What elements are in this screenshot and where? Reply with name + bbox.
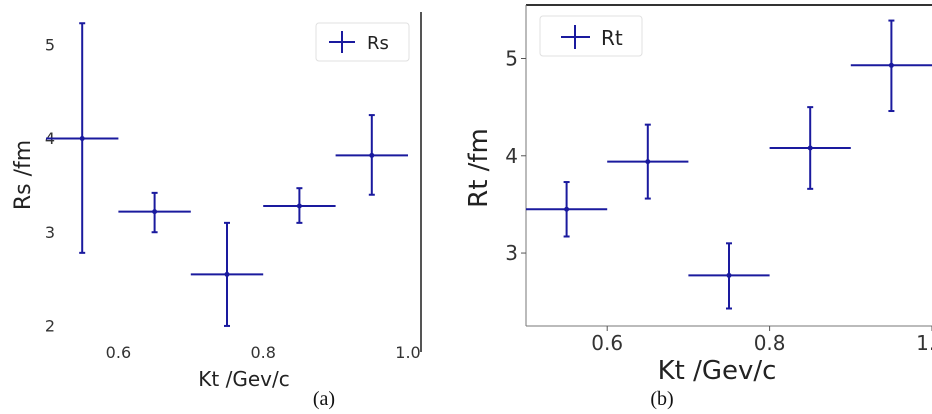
- data-point: [190, 221, 264, 327]
- y-tick-label: 2: [45, 317, 55, 336]
- x-ticks: 0.6 0.8 1.0: [591, 326, 932, 355]
- data-point: [688, 242, 770, 310]
- x-ticks: 0.6 0.8 1.0: [106, 343, 421, 362]
- y-tick-label: 3: [505, 241, 518, 265]
- x-tick-label: 1.0: [395, 343, 420, 362]
- y-tick-label: 4: [505, 144, 518, 168]
- y-tick-label: 3: [45, 223, 55, 242]
- caption-a: (a): [313, 388, 335, 410]
- data-marker: [888, 62, 894, 68]
- data-marker: [224, 271, 230, 277]
- legend-label: Rt: [601, 26, 623, 50]
- x-tick-label: 0.8: [754, 331, 786, 355]
- legend: Rs: [315, 22, 410, 62]
- caption-b: (b): [650, 388, 673, 410]
- data-points: [46, 22, 408, 327]
- x-axis-label: Kt /Gev/c: [198, 367, 289, 391]
- legend-box: [315, 22, 410, 62]
- y-axis-label: Rt /fm: [464, 128, 494, 208]
- data-point: [263, 187, 336, 224]
- data-marker: [79, 136, 85, 142]
- data-marker: [152, 209, 158, 215]
- y-ticks: 3 4 5: [505, 47, 526, 265]
- data-marker: [296, 203, 302, 209]
- data-point: [769, 106, 851, 190]
- data-point: [118, 191, 191, 234]
- data-point: [850, 19, 932, 113]
- data-point: [526, 181, 608, 238]
- data-marker: [645, 159, 651, 165]
- data-point: [607, 123, 689, 200]
- x-tick-label: 0.8: [250, 343, 275, 362]
- data-points: [526, 19, 932, 310]
- data-point: [46, 22, 119, 254]
- data-marker: [564, 206, 570, 212]
- data-marker: [726, 272, 732, 278]
- x-axis-label: Kt /Gev/c: [658, 356, 777, 386]
- data-point: [335, 114, 408, 196]
- data-marker: [807, 145, 813, 151]
- x-tick-label: 1.0: [916, 331, 932, 355]
- x-tick-label: 0.6: [591, 331, 623, 355]
- data-marker: [369, 152, 375, 158]
- x-tick-label: 0.6: [106, 343, 131, 362]
- chart-panel-b: Rt /fm Kt /Gev/c 0.6 0.8 1.0 3 4 5 Rt: [464, 4, 932, 386]
- legend-label: Rs: [367, 33, 389, 54]
- y-tick-label: 5: [45, 35, 55, 54]
- y-tick-label: 5: [505, 47, 518, 71]
- legend-box: [539, 15, 643, 57]
- legend: Rt: [539, 15, 643, 57]
- y-axis-label: Rs /fm: [11, 140, 36, 210]
